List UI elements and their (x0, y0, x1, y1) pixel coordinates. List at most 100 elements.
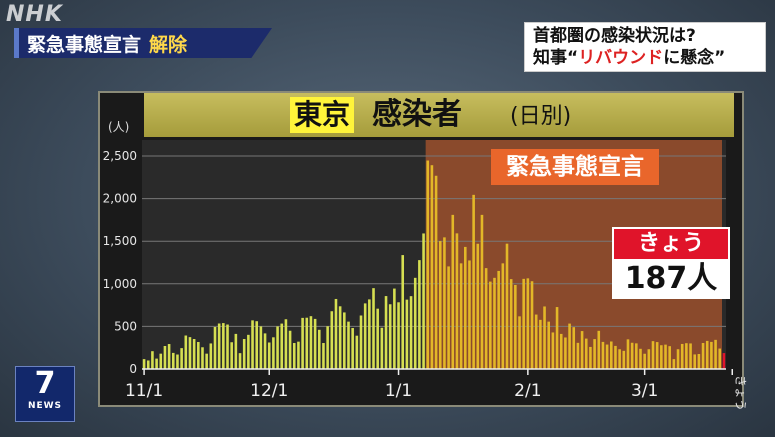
bar (255, 321, 259, 369)
chart-title-main: 感染者 (372, 97, 462, 132)
x-tick-label-today: きょう (733, 375, 747, 411)
bar (697, 354, 701, 369)
bar (409, 296, 413, 369)
y-tick-label: 0 (129, 362, 137, 376)
y-tick-label: 1,500 (103, 234, 137, 248)
bar (263, 333, 267, 369)
bar (326, 326, 329, 369)
bar (413, 277, 417, 369)
bar (197, 341, 200, 369)
today-callout: きょう 187人 (612, 227, 730, 299)
bar (505, 243, 509, 369)
bar (539, 319, 542, 369)
bar (630, 342, 634, 369)
bar (626, 339, 630, 369)
bar (668, 346, 671, 369)
bar (580, 331, 584, 369)
bar (163, 345, 167, 369)
bar (572, 327, 576, 369)
bar (555, 307, 559, 369)
bar (689, 343, 692, 369)
bar (238, 353, 242, 369)
bar (222, 323, 225, 369)
bar (151, 351, 154, 369)
chart-title-bar (144, 93, 734, 137)
x-tick-label: 12/1 (250, 381, 288, 401)
topic-line1: 首都圏の感染状況は? (533, 26, 696, 46)
bar (430, 165, 434, 369)
bar (142, 359, 146, 369)
bar (205, 353, 208, 369)
bar (363, 303, 367, 369)
bar (368, 299, 371, 369)
bar (584, 338, 588, 369)
bar (330, 311, 334, 369)
logo-number: 7 (34, 366, 56, 401)
banner-accent-text: 解除 (149, 33, 188, 56)
bar (639, 348, 642, 369)
bar (693, 354, 697, 369)
today-bar (722, 353, 726, 369)
bar (597, 330, 601, 369)
bar (422, 233, 425, 369)
today-label: きょう (612, 227, 730, 259)
bar (180, 348, 183, 369)
bar (155, 358, 158, 369)
bar (301, 317, 304, 369)
topic-line2: 知事“リバウンドに懸念” (533, 47, 757, 69)
bar (322, 343, 325, 369)
bar (664, 344, 667, 369)
bar (234, 333, 238, 369)
bar (551, 332, 555, 369)
bar (676, 349, 680, 369)
emergency-label: 緊急事態宣言 (491, 149, 659, 185)
bar (217, 323, 221, 369)
bar (226, 324, 229, 369)
bar (313, 318, 317, 369)
bar (393, 288, 396, 369)
bar (305, 317, 309, 369)
bar (530, 281, 534, 369)
bar (476, 243, 480, 369)
bar (242, 339, 246, 369)
bar (267, 342, 271, 369)
bar (526, 278, 530, 369)
bar (338, 306, 342, 369)
bar (347, 321, 350, 369)
bar (701, 343, 705, 369)
bar (534, 314, 538, 369)
bar (710, 341, 713, 369)
bar (401, 255, 405, 369)
bar (685, 343, 688, 369)
bar (614, 345, 617, 369)
nhk-logo: NHK (6, 2, 63, 27)
bar (501, 263, 505, 369)
bar (680, 343, 684, 369)
bar (655, 342, 659, 369)
bar (509, 279, 513, 369)
bar (559, 333, 563, 369)
bar (284, 319, 288, 369)
bar (280, 323, 284, 369)
chart-title-sub: (日別) (510, 104, 572, 129)
bar (230, 342, 233, 369)
bar (343, 312, 346, 369)
logo-text: NEWS (27, 401, 63, 411)
bar (593, 339, 596, 369)
y-tick-label: 500 (114, 319, 137, 333)
bar (605, 344, 609, 369)
y-axis-unit: (人) (108, 120, 130, 134)
bar (547, 321, 551, 369)
bar (493, 277, 496, 369)
bar (247, 334, 250, 369)
banner-main-text: 緊急事態宣言 (27, 33, 142, 56)
bar (651, 341, 655, 369)
bar (589, 346, 592, 369)
news7-logo: 7 NEWS (15, 366, 75, 422)
x-tick-label: 11/1 (125, 381, 163, 401)
bar (468, 260, 471, 369)
bar (618, 349, 621, 369)
bar (647, 349, 651, 369)
bar (705, 340, 709, 369)
